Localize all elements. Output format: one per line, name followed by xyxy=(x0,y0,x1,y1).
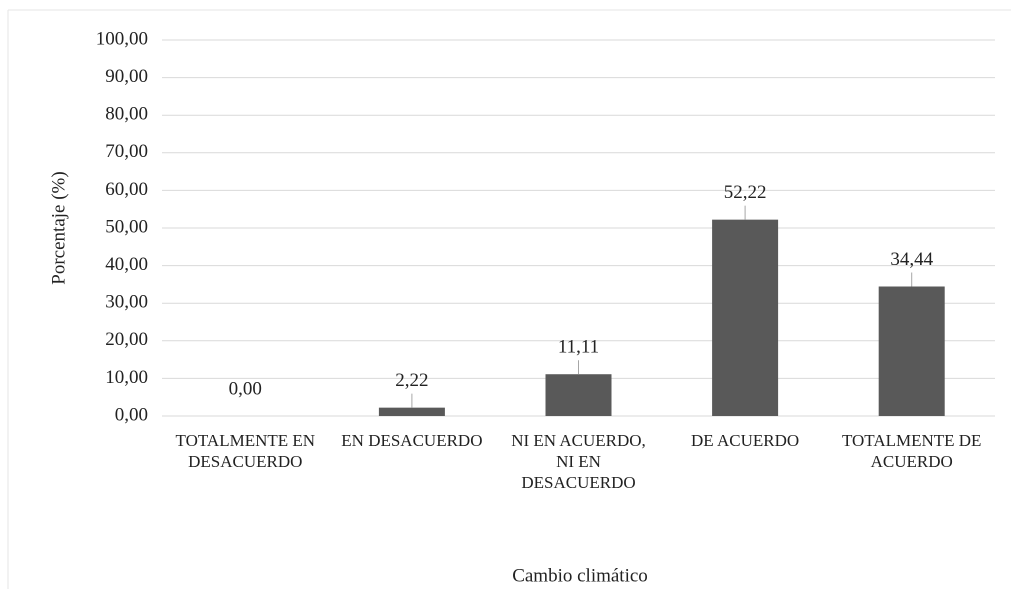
y-tick-label: 50,00 xyxy=(105,216,148,237)
y-tick-label: 0,00 xyxy=(115,404,148,425)
y-tick-label: 20,00 xyxy=(105,329,148,350)
x-axis-title: Cambio climático xyxy=(512,565,648,586)
value-label: 34,44 xyxy=(890,249,933,270)
y-tick-label: 30,00 xyxy=(105,292,148,313)
x-tick-label: NI EN ACUERDO, NI EN DESACUERDO xyxy=(511,431,646,492)
value-label: 52,22 xyxy=(724,182,767,203)
y-tick-label: 90,00 xyxy=(105,66,148,87)
y-tick-label: 100,00 xyxy=(96,28,148,49)
y-tick-label: 80,00 xyxy=(105,104,148,125)
x-tick-label: TOTALMENTE DE ACUERDO xyxy=(841,431,982,471)
value-label: 2,22 xyxy=(395,370,428,391)
bar xyxy=(878,286,945,416)
x-tick-label: EN DESACUERDO xyxy=(341,431,483,450)
y-tick-label: 60,00 xyxy=(105,179,148,200)
bar xyxy=(712,219,779,416)
y-axis-title: Porcentaje (%) xyxy=(48,171,69,284)
x-tick-label: DE ACUERDO xyxy=(691,431,800,450)
value-label: 0,00 xyxy=(229,378,262,399)
x-tick-label: TOTALMENTE EN DESACUERDO xyxy=(175,431,316,471)
y-tick-label: 70,00 xyxy=(105,141,148,162)
bar xyxy=(378,407,445,416)
value-label: 11,11 xyxy=(558,337,599,358)
y-tick-label: 10,00 xyxy=(105,367,148,388)
bar xyxy=(545,374,612,416)
y-tick-label: 40,00 xyxy=(105,254,148,275)
